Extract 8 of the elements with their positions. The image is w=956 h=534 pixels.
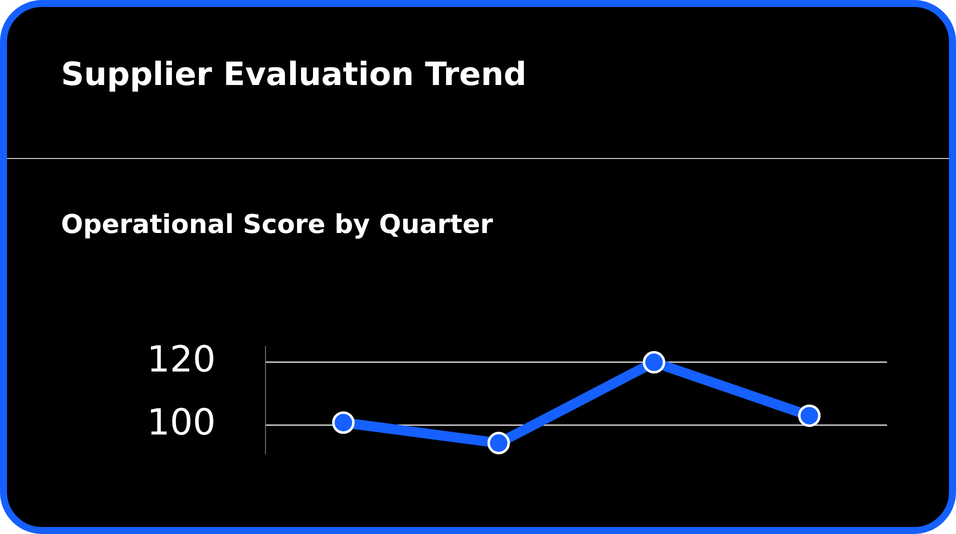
point: [642, 351, 666, 374]
chart-subtitle: Operational Score by Quarter: [61, 210, 493, 240]
y-tick-label: 100: [146, 402, 216, 444]
chart-title: Supplier Evaluation Trend: [61, 55, 527, 93]
point: [332, 411, 355, 434]
y-tick-label: 120: [146, 340, 216, 381]
point: [487, 432, 510, 454]
point: [798, 404, 821, 427]
